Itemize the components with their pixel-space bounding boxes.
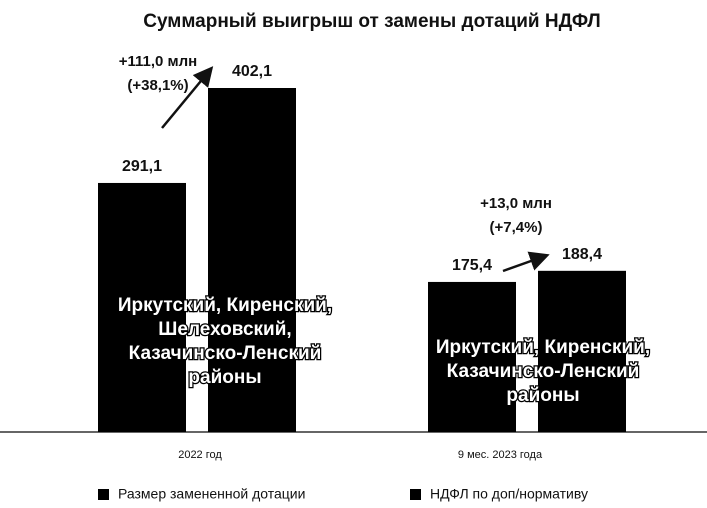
x-tick-label: 9 мес. 2023 года: [458, 449, 543, 461]
bar: [538, 270, 626, 432]
chart-title: Суммарный выигрыш от замены дотаций НДФЛ: [143, 11, 600, 32]
legend-swatch: [410, 489, 421, 500]
group-label: Казачинско-Ленский: [447, 361, 640, 382]
annotation: +111,0 млн: [119, 53, 198, 70]
arrow: [161, 66, 214, 129]
legend-swatch: [98, 489, 109, 500]
bar: [98, 182, 186, 432]
bar: [208, 88, 296, 432]
legend-label: Размер замененной дотации: [118, 486, 305, 502]
arrow: [502, 251, 550, 273]
bar: [428, 281, 516, 432]
group-label: Иркутский, Киренский,: [118, 295, 332, 316]
annotation: (+7,4%): [490, 219, 543, 236]
group-label: районы: [506, 385, 579, 406]
annotation: (+38,1%): [127, 77, 188, 94]
group-label: районы: [188, 367, 261, 388]
group-label: Иркутский, Киренский,: [436, 337, 650, 358]
group-label: Шелеховский,: [158, 319, 291, 340]
annotation: +13,0 млн: [480, 195, 552, 212]
x-tick-label: 2022 год: [178, 449, 222, 461]
data-label: 291,1: [122, 158, 162, 175]
data-label: 188,4: [562, 246, 602, 263]
data-label: 402,1: [232, 63, 272, 80]
data-label: 175,4: [452, 257, 492, 274]
group-label: Казачинско-Ленский: [129, 343, 322, 364]
legend-label: НДФЛ по доп/нормативу: [430, 486, 588, 502]
